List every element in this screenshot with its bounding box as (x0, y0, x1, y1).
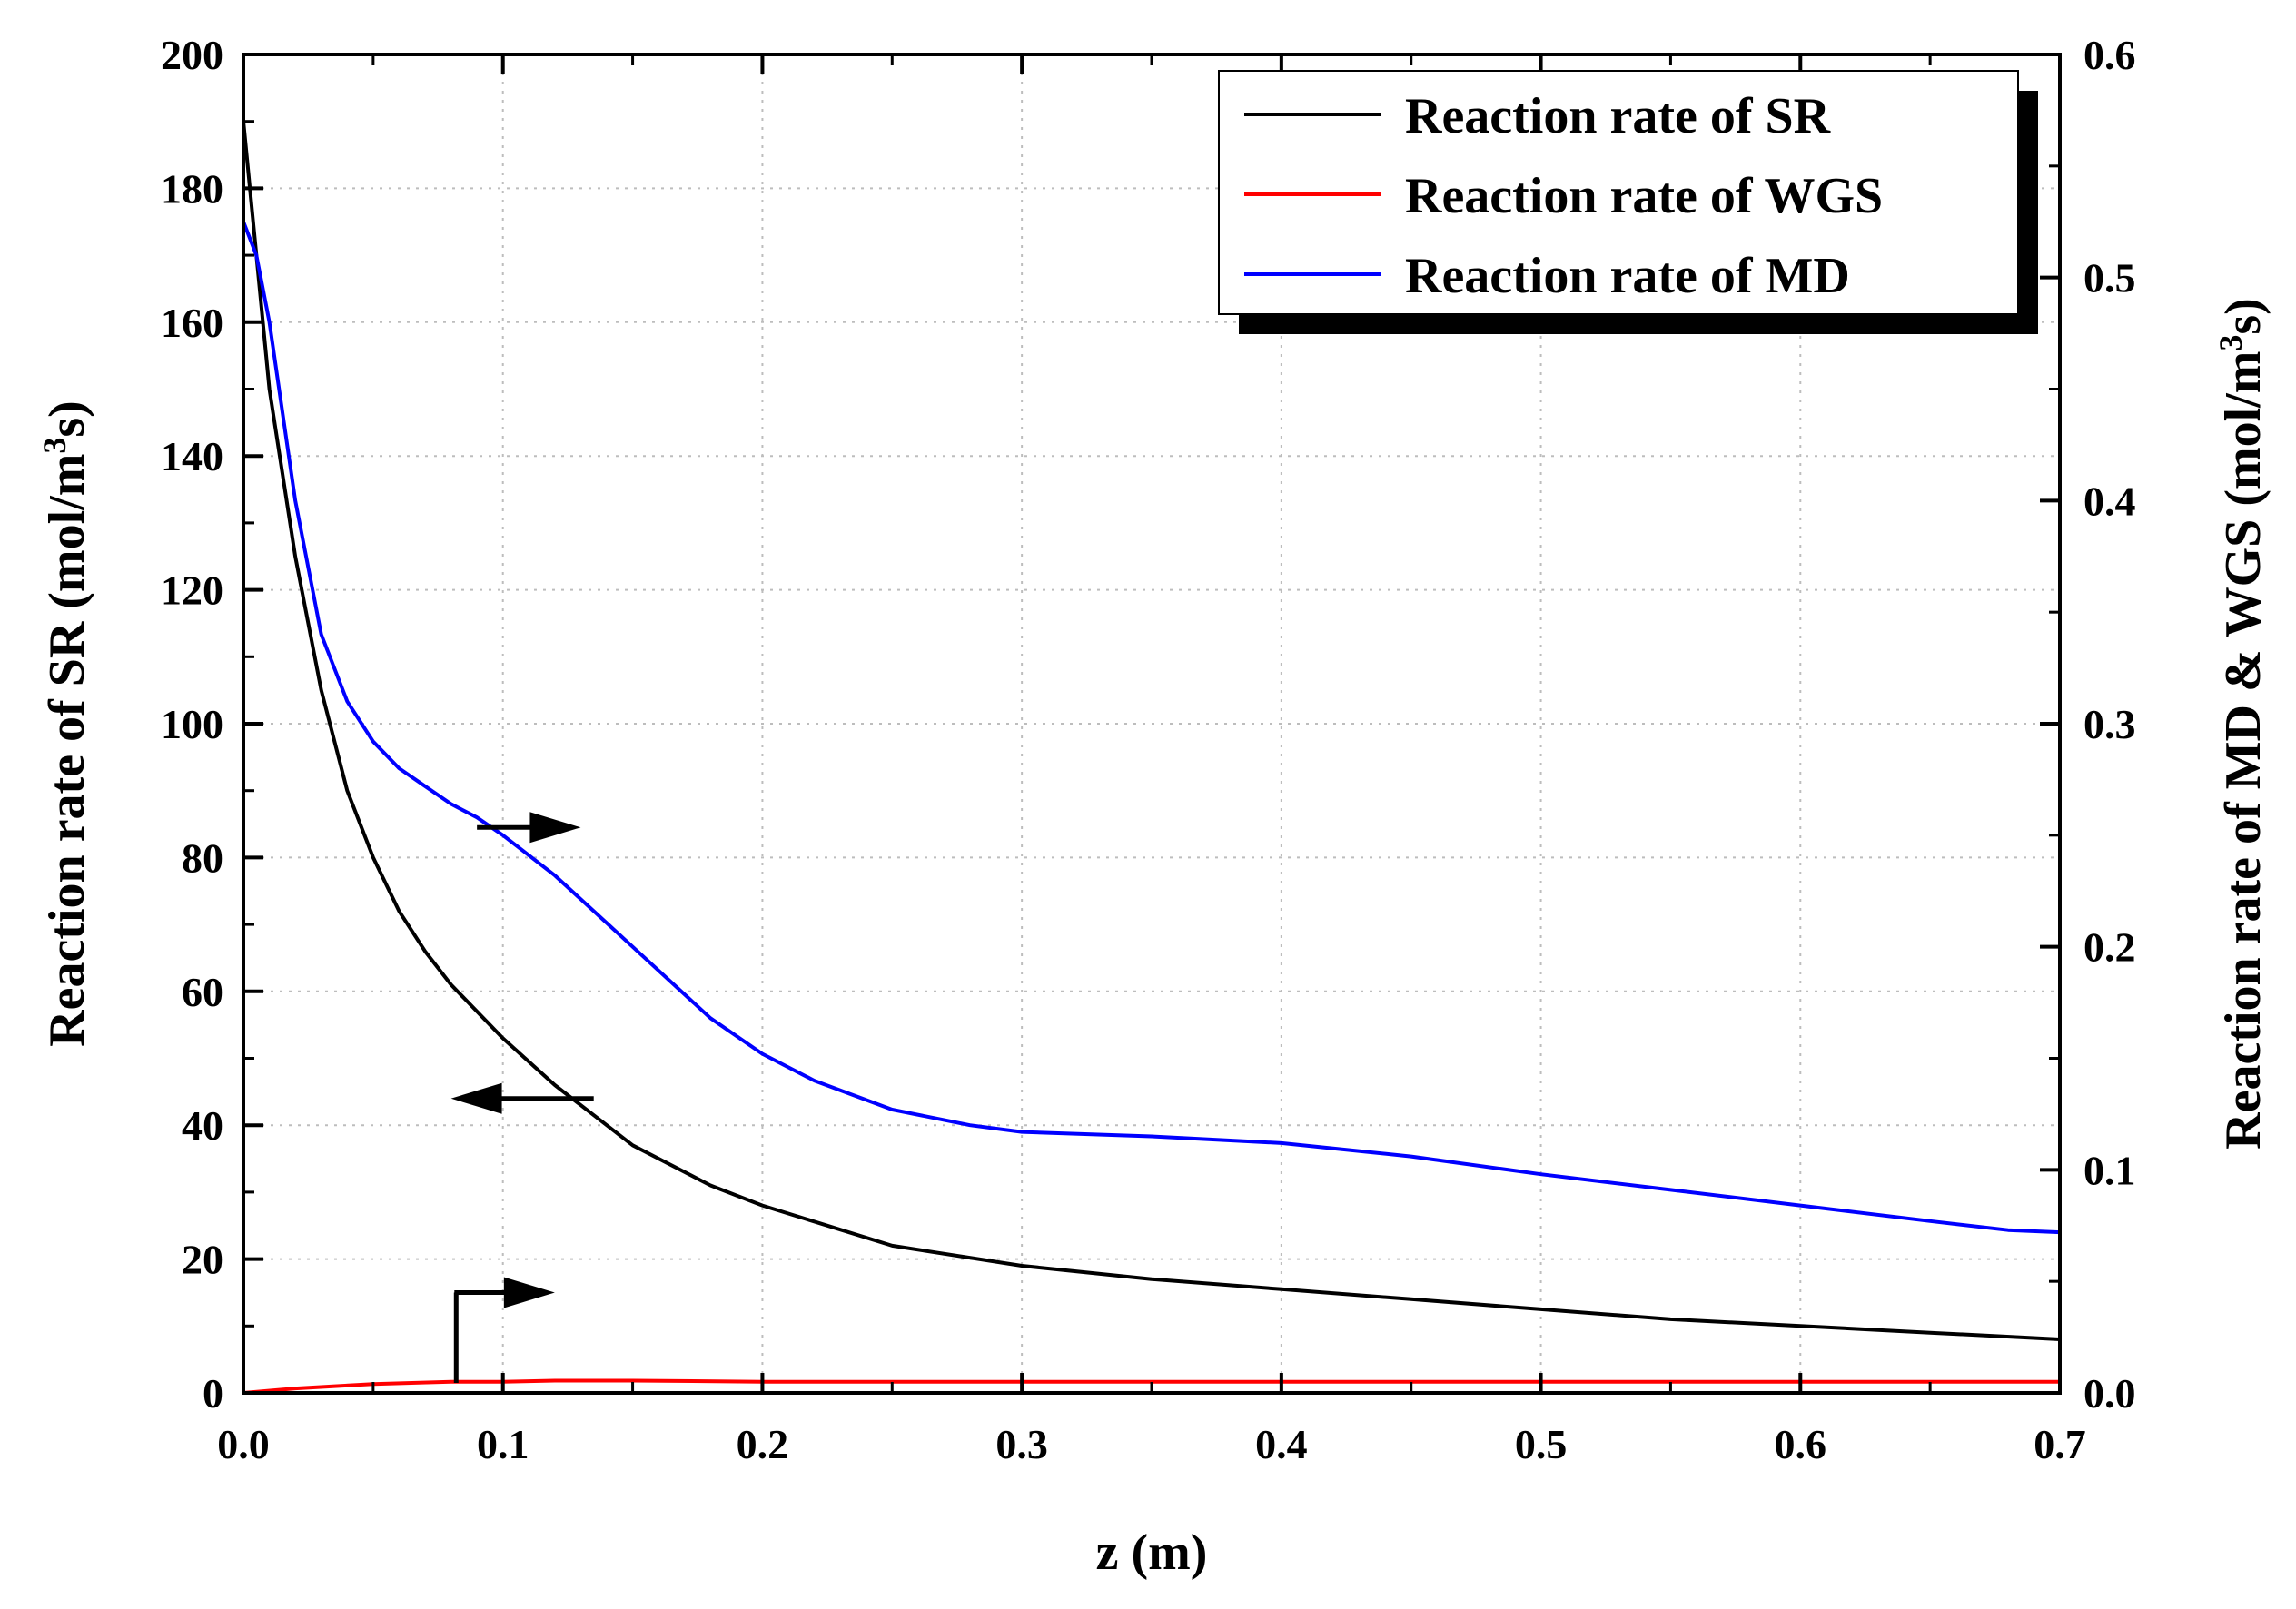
x-tick-label: 0.3 (995, 1421, 1048, 1467)
x-tick-label: 0.6 (1775, 1421, 1827, 1467)
x-tick-label: 0.0 (217, 1421, 270, 1467)
y-left-tick-label: 180 (161, 165, 223, 212)
x-tick-label: 0.1 (477, 1421, 529, 1467)
arrow-head (450, 1082, 502, 1114)
y-left-tick-label: 40 (182, 1102, 223, 1149)
y-left-title-tail: s) (39, 400, 95, 437)
legend: Reaction rate of SR Reaction rate of WGS R… (1218, 70, 2038, 334)
y-right-tick-label: 0.3 (2083, 701, 2136, 747)
y-right-tick-label: 0.6 (2083, 32, 2136, 78)
legend-label: Reaction rate of SR (1405, 88, 1831, 144)
series-line-reaction-rate-of-sr (242, 121, 2061, 1341)
y-left-tick-label: 120 (161, 568, 223, 614)
annotation-layer (450, 812, 594, 1383)
legend-label: Reaction rate of WGS (1405, 168, 1883, 224)
y-right-tick-label: 0.4 (2083, 478, 2136, 524)
tick-layer (242, 53, 2062, 1395)
series-line-reaction-rate-of-md (242, 221, 2061, 1235)
y-left-tick-label: 0 (203, 1370, 223, 1417)
y-left-tick-label: 200 (161, 32, 223, 78)
y-left-title-main: Reaction rate of SR (mol/m (39, 454, 95, 1047)
y-left-axis-title: Reaction rate of SR (mol/m3s) (36, 400, 95, 1047)
y-right-title-sup: 3 (2212, 335, 2249, 351)
y-right-title-tail: s) (2215, 298, 2271, 334)
label-layer: 0.0 0.1 0.2 0.3 0.4 0.5 0.6 0.7 0 20 40 60 80 100 120 1… (161, 32, 2136, 1467)
x-axis-title: z (m) (1096, 1525, 1208, 1581)
y-left-tick-label: 20 (182, 1237, 223, 1283)
grid-layer (243, 54, 2060, 1393)
y-left-title-sup: 3 (36, 438, 73, 454)
y-right-tick-label: 0.0 (2083, 1370, 2136, 1417)
x-tick-label: 0.5 (1515, 1421, 1568, 1467)
y-left-tick-label: 60 (182, 969, 223, 1015)
y-right-axis-title: Reaction rate of MD & WGS (mol/m3s) (2212, 298, 2271, 1150)
y-left-tick-label: 100 (161, 701, 223, 747)
legend-label: Reaction rate of MD (1405, 248, 1850, 304)
y-right-tick-label: 0.5 (2083, 255, 2136, 301)
x-tick-label: 0.7 (2034, 1421, 2086, 1467)
arrow-head (503, 1277, 555, 1308)
y-right-title-main: Reaction rate of MD & WGS (mol/m (2215, 351, 2271, 1150)
y-left-tick-label: 140 (161, 433, 223, 479)
x-tick-label: 0.2 (737, 1421, 789, 1467)
y-right-tick-label: 0.1 (2083, 1147, 2136, 1193)
arrow-head (529, 812, 581, 844)
y-left-tick-label: 160 (161, 300, 223, 346)
y-right-tick-label: 0.2 (2083, 924, 2136, 971)
x-tick-label: 0.4 (1255, 1421, 1308, 1467)
y-left-tick-label: 80 (182, 834, 223, 881)
